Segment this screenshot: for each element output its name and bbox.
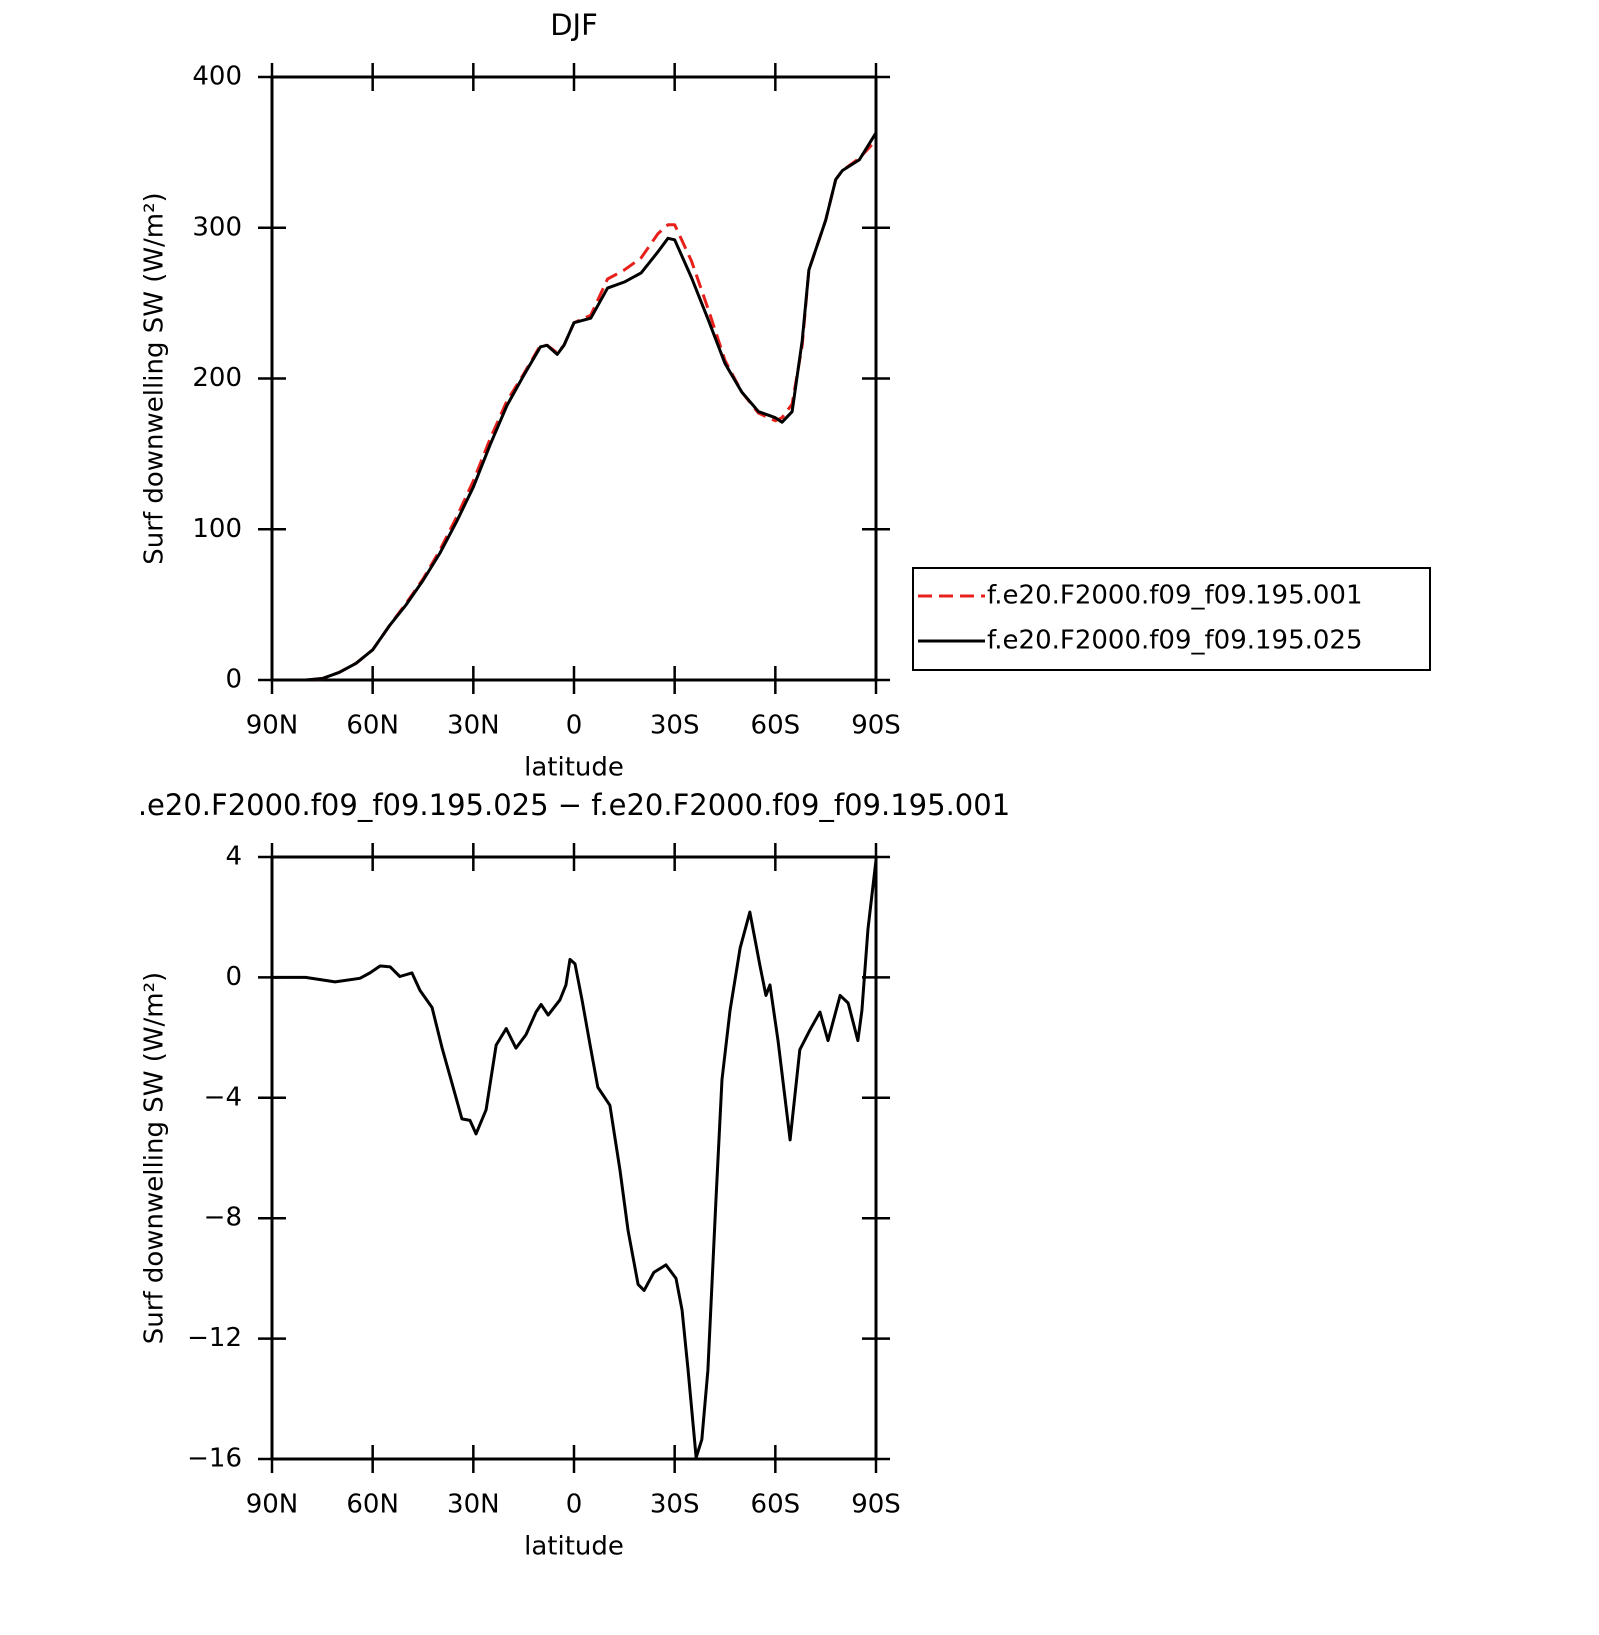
y-tick-label: −12 <box>187 1323 242 1353</box>
y-tick-label: 300 <box>192 212 242 242</box>
y-tick-label: −16 <box>187 1444 242 1474</box>
y-tick-label: 0 <box>225 962 242 992</box>
x-tick-label: 30N <box>447 1490 500 1520</box>
x-tick-label: 0 <box>566 711 583 741</box>
plot-frame <box>270 855 878 1461</box>
x-tick-label: 90N <box>246 1490 299 1520</box>
y-tick-label: −4 <box>204 1082 242 1112</box>
x-tick-label: 90N <box>246 711 299 741</box>
x-tick-label: 90S <box>851 711 901 741</box>
y-tick-label: 0 <box>225 665 242 695</box>
x-tick-label: 30S <box>650 1490 700 1520</box>
series-line <box>272 859 878 1459</box>
x-tick-label: 30N <box>447 711 500 741</box>
x-tick-label: 0 <box>566 1490 583 1520</box>
x-tick-label: 90S <box>851 1490 901 1520</box>
x-axis-label: latitude <box>524 753 624 783</box>
series-line <box>272 139 878 682</box>
y-axis-label: Surf downwelling SW (W/m²) <box>140 192 170 564</box>
x-tick-label: 30S <box>650 711 700 741</box>
x-tick-label: 60N <box>346 711 399 741</box>
x-tick-label: 60S <box>751 1490 801 1520</box>
plot-frame <box>270 75 878 682</box>
y-tick-label: 200 <box>192 363 242 393</box>
chart-title: .e20.F2000.f09_f09.195.025 − f.e20.F2000… <box>138 788 1010 822</box>
y-tick-label: 4 <box>225 842 242 872</box>
legend-box <box>912 567 1431 671</box>
y-axis-label: Surf downwelling SW (W/m²) <box>140 972 170 1344</box>
legend-label: f.e20.F2000.f09_f09.195.001 <box>987 581 1363 611</box>
x-axis-label: latitude <box>524 1532 624 1562</box>
legend-label: f.e20.F2000.f09_f09.195.025 <box>987 626 1363 656</box>
x-tick-label: 60S <box>751 711 801 741</box>
y-tick-label: −8 <box>204 1203 242 1233</box>
chart-title: DJF <box>550 8 598 42</box>
y-tick-label: 100 <box>192 514 242 544</box>
x-tick-label: 60N <box>346 1490 399 1520</box>
series-line <box>272 131 878 682</box>
y-tick-label: 400 <box>192 62 242 92</box>
